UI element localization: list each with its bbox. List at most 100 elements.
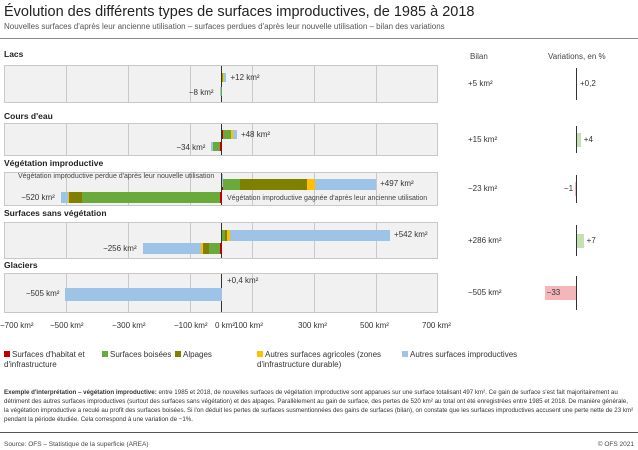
loss-bar-boisees — [81, 192, 221, 203]
loss-label: −520 km² — [21, 193, 55, 202]
copyright: © OFS 2021 — [597, 441, 634, 448]
gridline — [190, 173, 191, 205]
zero-line — [221, 124, 222, 155]
gridline — [252, 124, 253, 155]
gain-bar-boisees — [223, 130, 232, 139]
loss-bar-habitat — [220, 142, 222, 151]
note-lead: Exemple d'interprétation – végétation im… — [4, 389, 157, 396]
loss-label: −34 km² — [176, 143, 206, 152]
gain-bar-improductives — [230, 230, 390, 241]
variation-axis — [576, 175, 577, 203]
row-label: Cours d'eau — [4, 111, 53, 121]
legend-swatch — [102, 351, 108, 357]
gridline — [376, 274, 377, 312]
x-tick-label: 0 km² — [215, 321, 235, 330]
legend-item: Alpages — [175, 350, 270, 360]
gridline — [252, 66, 253, 102]
gain-bar-agricoles — [231, 130, 233, 139]
legend-swatch — [402, 351, 408, 357]
row-label: Glaciers — [4, 260, 38, 270]
gain-bar-agricoles — [223, 73, 224, 82]
bilan-value: +286 km² — [468, 235, 502, 245]
gridline — [128, 223, 129, 258]
loss-bar-alpages — [69, 192, 82, 203]
gain-label: +48 km² — [240, 130, 271, 139]
source: Source: OFS – Statistique de la superfic… — [4, 441, 149, 448]
gain-label: +497 km² — [380, 179, 414, 188]
legend-item: Surfaces d'habitat et d'infrastructure — [4, 350, 99, 370]
x-tick-label: 700 km² — [422, 321, 451, 330]
gain-label: +542 km² — [394, 230, 428, 239]
bilan-value: +15 km² — [468, 134, 498, 144]
gain-bar-agricoles — [307, 179, 316, 190]
gridline — [252, 274, 253, 312]
gridline — [376, 124, 377, 155]
chart-panel: +542 km² −256 km² — [4, 222, 438, 259]
variation-bar — [577, 132, 581, 147]
gain-bar-improductives — [224, 73, 227, 82]
row-label: Lacs — [4, 49, 24, 59]
variation-bar — [577, 233, 584, 248]
variation-bar — [544, 286, 576, 300]
loss-bar-boisees — [209, 243, 220, 254]
variation-value: +0,2 — [580, 79, 596, 88]
gridline — [66, 66, 67, 102]
gridline — [66, 173, 67, 205]
loss-bar-boisees — [220, 87, 222, 96]
variation-axis — [576, 276, 577, 310]
loss-bar-improductives — [219, 87, 221, 96]
gridline — [190, 124, 191, 155]
variation-value: −33 — [546, 288, 561, 297]
gridline — [128, 66, 129, 102]
gain-label: +0,4 km² — [227, 276, 259, 285]
legend-swatch — [257, 351, 263, 357]
annotation-gain: Végétation improductive gagnée d'après l… — [227, 195, 428, 202]
loss-bar-improductives — [65, 288, 222, 301]
chart-panel: +0,4 km² −505 km² — [4, 174, 438, 313]
x-tick-label: −500 km² — [50, 321, 84, 330]
x-tick-label: 100 km² — [234, 321, 263, 330]
note-text: entre 1985 et 2018, de nouvelles surface… — [4, 389, 634, 423]
variation-axis — [576, 68, 577, 100]
annotation-loss: Végétation improductive perdue d'après l… — [18, 173, 215, 180]
x-tick-label: −700 km² — [0, 321, 34, 330]
variation-value: +7 — [586, 235, 596, 245]
legend-swatch — [175, 351, 181, 357]
loss-bar-habitat — [219, 243, 222, 254]
loss-bar-improductives — [60, 192, 68, 203]
gain-bar-alpages — [225, 230, 228, 241]
gridline — [128, 173, 129, 205]
loss-bar-improductives — [211, 142, 213, 151]
gain-bar-improductives — [232, 130, 237, 139]
zero-line — [221, 173, 222, 205]
divider — [0, 38, 638, 39]
bilan-header: Bilan — [470, 52, 488, 61]
legend-item: Surfaces boisées — [102, 350, 197, 360]
chart-panel: +497 km² −520 km² Végétation improductive … — [4, 172, 438, 206]
x-tick-label: 300 km² — [298, 321, 327, 330]
gridline — [376, 66, 377, 102]
x-tick-label: −300 km² — [112, 321, 146, 330]
loss-bar-agricoles — [200, 243, 204, 254]
gain-bar-boisees — [223, 179, 241, 190]
gain-bar-boisees — [222, 230, 226, 241]
variation-axis — [576, 126, 577, 153]
gridline — [314, 124, 315, 155]
loss-bar-improductives — [142, 243, 201, 254]
gain-bar-agricoles — [227, 230, 231, 241]
x-tick-label: 500 km² — [360, 321, 389, 330]
gridline — [314, 274, 315, 312]
gain-bar-improductives — [315, 179, 377, 190]
gain-label: +12 km² — [230, 73, 260, 82]
variation-value: +4 — [583, 134, 593, 144]
gridline — [66, 124, 67, 155]
legend-label: Alpages — [183, 350, 212, 359]
loss-bar-habitat — [220, 192, 222, 203]
legend-item: Autres surfaces agricoles (zones d'infra… — [257, 350, 397, 370]
legend-swatch — [4, 351, 10, 357]
loss-label: −256 km² — [103, 244, 137, 253]
gridline — [190, 223, 191, 258]
bilan-value: −23 km² — [468, 184, 498, 193]
gain-bar-alpages — [240, 179, 307, 190]
legend-item: Autres surfaces improductives — [402, 350, 542, 360]
